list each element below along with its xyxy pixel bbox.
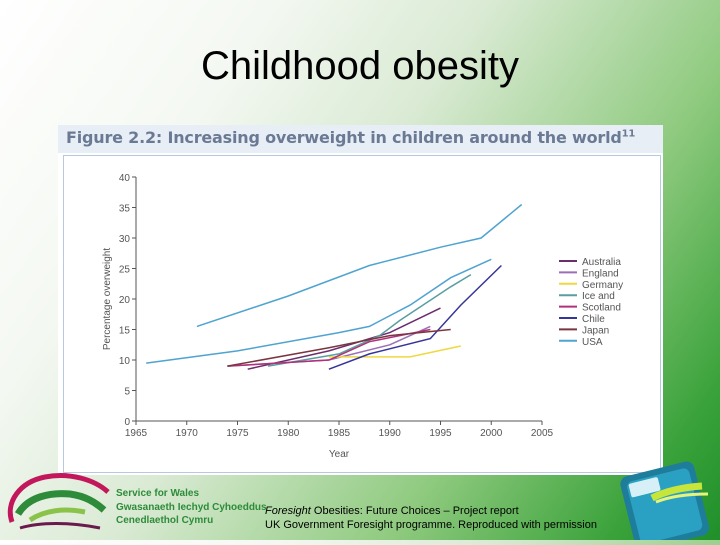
x-tick-label: 1975: [226, 428, 249, 439]
x-tick-label: 1965: [125, 428, 148, 439]
legend-label: England: [582, 268, 619, 279]
line-chart: 0 5 10 15 20 25 30 35 40 1965 1970 1975 1980 1985 1990…: [102, 173, 623, 460]
y-tick-label: 5: [124, 387, 130, 398]
x-tick-label: 1970: [176, 428, 199, 439]
welsh-org-name-line2: Cenedlaethol Cymru: [116, 515, 214, 526]
y-tick-label: 20: [119, 295, 131, 306]
legend-label: Japan: [582, 325, 609, 336]
x-tick-label: 2005: [531, 428, 554, 439]
figure-header: Figure 2.2: Increasing overweight in chi…: [58, 125, 663, 153]
series-line-ice-and: [267, 273, 472, 367]
x-tick-label: 1985: [328, 428, 351, 439]
welsh-org-name-line1: Gwasanaeth Iechyd Cyhoeddus: [116, 502, 267, 513]
series-line-scotland: [227, 328, 431, 367]
series-line-germany: [328, 345, 461, 358]
y-tick-label: 40: [119, 173, 131, 184]
legend-label: Germany: [582, 280, 623, 291]
series-line-australia: [247, 307, 441, 370]
y-axis-label: Percentage overweight: [102, 248, 113, 351]
citation-line2: UK Government Foresight programme. Repro…: [265, 519, 597, 531]
figure-title: Figure 2.2: Increasing overweight in chi…: [66, 128, 635, 147]
legend-label: Chile: [582, 314, 605, 325]
x-axis-label: Year: [329, 449, 350, 460]
citation-line1-rest: Obesities: Future Choices – Project repo…: [310, 505, 519, 517]
figure-panel: Figure 2.2: Increasing overweight in chi…: [58, 125, 663, 475]
phw-logo: [0, 462, 270, 540]
dragon-logo-icon: [7, 472, 110, 530]
series-line-chile: [328, 264, 502, 370]
y-tick-label: 35: [119, 204, 131, 215]
x-tick-label: 1995: [429, 428, 452, 439]
citation-line1: Foresight Obesities: Future Choices – Pr…: [265, 504, 597, 518]
figure-title-text: Figure 2.2: Increasing overweight in chi…: [66, 128, 622, 147]
slide-title: Childhood obesity: [201, 44, 519, 88]
x-tick-label: 2000: [480, 428, 503, 439]
chart-frame: 0 5 10 15 20 25 30 35 40 1965 1970 1975 1980 1985 1990…: [63, 155, 661, 473]
y-tick-label: 0: [124, 417, 130, 428]
series-line-usa: [146, 258, 492, 364]
y-tick-label: 25: [119, 265, 131, 276]
citation: Foresight Obesities: Future Choices – Pr…: [265, 504, 597, 532]
y-tick-label: 10: [119, 356, 131, 367]
legend-label: Ice and: [582, 291, 615, 302]
citation-italic: Foresight: [265, 505, 311, 517]
weighing-scale-icon: [620, 461, 710, 540]
y-tick-label: 15: [119, 326, 131, 337]
x-tick-label: 1980: [277, 428, 300, 439]
figure-title-footnote: 11: [621, 128, 636, 140]
org-name: Service for Wales: [116, 488, 200, 499]
legend-label: USA: [582, 337, 603, 348]
legend-label: Scotland: [582, 303, 621, 314]
series-line-japan: [227, 328, 451, 367]
x-tick-label: 1990: [379, 428, 402, 439]
series-line-usa: [196, 203, 523, 328]
y-tick-label: 30: [119, 234, 131, 245]
legend-label: Australia: [582, 257, 621, 268]
